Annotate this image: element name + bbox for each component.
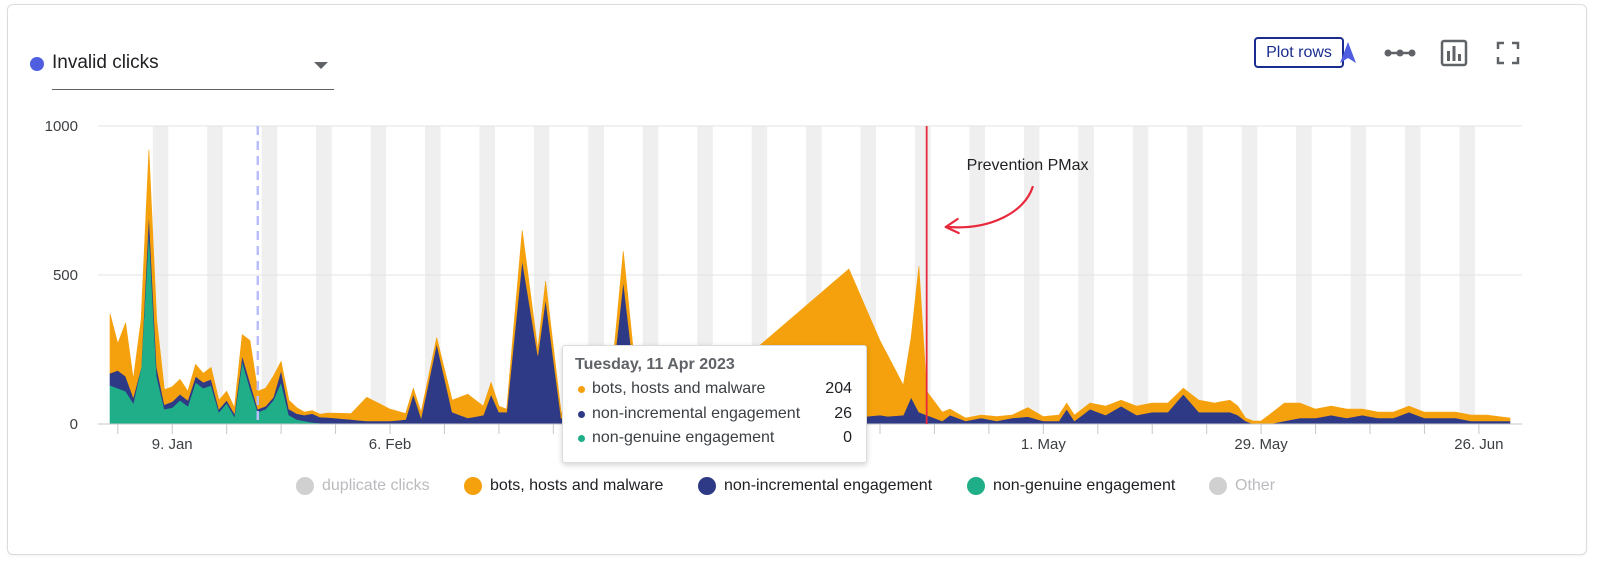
x-tick-label: 29. May <box>1234 436 1288 453</box>
tooltip-dot-non-incremental <box>578 410 585 418</box>
tooltip-series-name: non-incremental engagement <box>592 404 801 422</box>
legend-dot <box>967 477 985 495</box>
tooltip-row: bots, hosts and malware 204 <box>575 379 852 404</box>
chevron-down-icon[interactable] <box>314 62 328 69</box>
chart-tooltip: Tuesday, 11 Apr 2023 bots, hosts and mal… <box>562 345 867 463</box>
x-tick-label: 9. Jan <box>152 436 193 453</box>
legend-label: non-incremental engagement <box>724 477 933 494</box>
x-tick-label: 1. May <box>1021 436 1067 453</box>
legend-dot <box>1209 477 1227 495</box>
chart-toolbar: Plot rows <box>1254 36 1574 72</box>
annotation-arrow <box>947 185 1034 229</box>
line-chart-toggle-icon[interactable] <box>1382 36 1418 70</box>
x-tick-label: 26. Jun <box>1454 436 1503 453</box>
tooltip-title: Tuesday, 11 Apr 2023 <box>575 356 735 373</box>
tooltip-dot-non-genuine <box>578 435 585 442</box>
metric-dropdown[interactable]: Invalid clicks <box>52 44 334 90</box>
tooltip-series-name: bots, hosts and malware <box>592 380 766 397</box>
tooltip-series-value: 204 <box>825 380 852 397</box>
tooltip-series-value: 26 <box>834 404 852 422</box>
y-tick-label: 0 <box>70 416 78 433</box>
tooltip-row: non-genuine engagement 0 <box>575 428 852 453</box>
plot-rows-button[interactable]: Plot rows <box>1254 37 1344 68</box>
x-tick-label: 6. Feb <box>369 436 412 453</box>
legend-label: non-genuine engagement <box>993 477 1176 494</box>
fullscreen-icon[interactable] <box>1490 36 1526 70</box>
arrow-up-icon[interactable] <box>1330 36 1366 70</box>
y-axis: 0 500 1000 <box>45 118 78 433</box>
x-axis: 9. Jan 6. Feb 1. May 29. May 26. Jun <box>98 423 1522 453</box>
legend-dot <box>296 477 314 495</box>
annotation-arrowhead <box>944 217 960 235</box>
legend-label: Other <box>1235 477 1276 494</box>
tooltip-series-value: 0 <box>843 429 852 446</box>
metric-dropdown-label: Invalid clicks <box>52 52 159 73</box>
legend-dot <box>698 477 716 495</box>
chart-legend: duplicate clicks bots, hosts and malware… <box>0 476 1600 500</box>
metric-color-dot <box>30 57 44 71</box>
y-tick-label: 1000 <box>45 118 78 135</box>
legend-label: bots, hosts and malware <box>490 477 664 494</box>
legend-dot <box>464 477 482 495</box>
annotation-label: Prevention PMax <box>967 157 1089 174</box>
y-tick-label: 500 <box>53 267 78 284</box>
tooltip-series-name: non-genuine engagement <box>592 429 775 446</box>
tooltip-row: non-incremental engagement 26 <box>575 404 852 429</box>
legend-label: duplicate clicks <box>322 477 430 494</box>
tooltip-dot-bots <box>578 386 585 393</box>
bar-chart-icon[interactable] <box>1436 36 1472 70</box>
chart-markers: Prevention PMax <box>256 126 1089 424</box>
